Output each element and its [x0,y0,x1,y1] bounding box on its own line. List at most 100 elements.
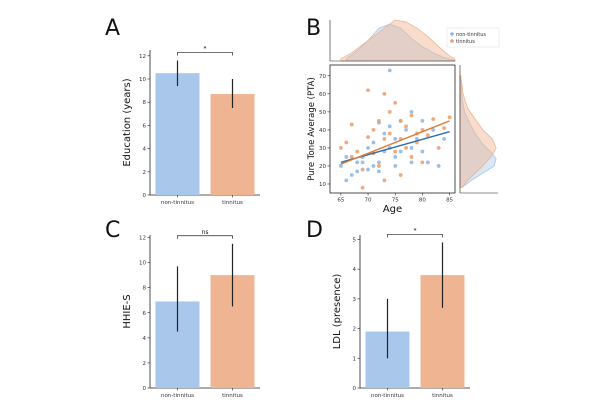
chart-b-point-non-tinnitus [442,137,447,141]
chart-b-point-non-tinnitus [409,109,414,114]
chart-b-point-tinnitus [404,146,408,150]
chart-c-ytick-label: 4 [143,336,147,342]
chart-b-point-tinnitus [442,126,447,130]
chart-a-significance-label: * [204,45,207,52]
chart-c-ytick-label: 0 [143,386,147,392]
chart-b-point-tinnitus [393,100,398,105]
chart-b-point-tinnitus [349,155,354,159]
chart-b-point-non-tinnitus [431,128,436,132]
chart-c-ytick-label: 12 [139,236,146,242]
chart-c-ytick-label: 6 [143,311,147,317]
chart-a-ytick-label: 8 [143,100,147,106]
chart-b-legend-label-non-tinnitus: non-tinnitus [456,32,486,38]
chart-d-ytick-label: 4 [353,267,357,273]
chart-b-ylabel: Pure Tone Average (PTA) [307,77,317,181]
chart-a-ytick-label: 12 [139,54,146,60]
chart-d-ylabel: LDL (presence) [332,274,343,350]
chart-b-point-tinnitus [393,149,398,154]
chart-b-point-non-tinnitus [387,68,392,73]
chart-b-ytick-label: 60 [319,92,326,98]
chart-a: 0 2 4 6 8 10 12 Education (years) non-tinnitus ti… [122,45,260,206]
chart-b-point-non-tinnitus [366,146,370,150]
chart-b-point-non-tinnitus [344,155,349,159]
chart-b-xlabel: Age [383,204,402,215]
panel-letter-d: D [306,218,323,243]
chart-b-point-non-tinnitus [360,160,365,165]
chart-b-xtick-label: 75 [392,198,399,204]
chart-b-xtick-label: 80 [419,198,426,204]
chart-a-ylabel: Education (years) [122,78,133,166]
panel-letter-b: B [306,16,321,41]
chart-b-point-tinnitus [420,160,425,165]
chart-d-xtick-label: non-tinnitus [371,393,404,399]
chart-b-point-tinnitus [382,91,387,96]
chart-b-point-non-tinnitus [420,149,425,154]
chart-b-point-tinnitus [355,149,360,154]
chart-b-point-non-tinnitus [371,164,376,168]
chart-b: 65 70 75 80 85 10 20 30 40 50 60 70 Age Pure Tone Ave… [307,19,500,215]
chart-b-point-non-tinnitus [344,178,349,183]
chart-d-significance-label: * [414,227,417,234]
chart-b-xtick-label: 85 [446,198,453,204]
chart-a-bar-tinnitus [210,94,255,195]
chart-b-point-tinnitus [387,131,392,136]
chart-b-point-tinnitus [409,113,414,118]
chart-b-point-non-tinnitus [371,140,376,145]
chart-b-ytick-label: 20 [319,164,326,170]
chart-b-point-non-tinnitus [425,160,430,165]
chart-b-right-density-non-tinnitus [459,75,497,188]
chart-b-point-non-tinnitus [393,137,398,141]
chart-a-ytick-label: 0 [143,193,147,199]
chart-b-legend-marker-non-tinnitus [450,32,454,36]
chart-b-point-tinnitus [377,164,381,168]
chart-b-point-tinnitus [436,146,441,150]
chart-d-ytick-label: 2 [353,327,357,333]
chart-c-significance-label: ns [202,229,209,236]
chart-d-xtick-label: tinnitus [432,393,453,399]
chart-b-point-tinnitus [377,118,381,123]
chart-c-xtick-label: tinnitus [222,393,243,399]
chart-a-ytick-label: 2 [143,170,147,176]
chart-c-ytick-label: 2 [143,361,147,367]
chart-b-point-non-tinnitus [387,124,392,129]
chart-b-point-tinnitus [360,185,365,190]
panel-letter-c: C [105,218,120,243]
chart-b-point-non-tinnitus [377,169,381,174]
chart-a-significance-bracket [177,52,233,56]
chart-b-point-non-tinnitus [382,131,387,136]
chart-c-significance-bracket [177,235,233,239]
chart-b-point-tinnitus [344,140,349,145]
chart-c-ylabel: HHIE-S [122,294,133,328]
chart-b-point-non-tinnitus [366,167,370,172]
chart-b-point-tinnitus [404,124,408,129]
panel-letter-a: A [105,16,120,41]
chart-b-point-non-tinnitus [415,137,419,141]
chart-b-point-non-tinnitus [377,160,381,165]
chart-b-ytick-label: 70 [319,74,326,80]
chart-c: 0 2 4 6 8 10 12 HHIE-S non-tinnitus tinnitus ns [122,229,260,399]
chart-b-xtick-label: 65 [337,198,344,204]
chart-d-ytick-label: 3 [353,297,357,303]
chart-d-ytick-label: 0 [353,386,357,392]
chart-d-ytick-label: 1 [353,356,357,362]
chart-c-ytick-label: 10 [139,261,146,267]
figure: A B C D 0 2 4 6 8 10 12 Education (years) non-ti… [100,0,500,400]
chart-d: 0 1 2 3 4 5 LDL (presence) non-tinnitus tinnitus… [332,227,470,399]
chart-b-point-tinnitus [371,128,376,132]
chart-b-point-tinnitus [366,88,370,93]
chart-b-point-non-tinnitus [409,160,414,165]
chart-b-top-density-non-tinnitus [345,23,456,62]
chart-b-point-non-tinnitus [393,164,398,168]
chart-c-xtick-label: non-tinnitus [161,393,194,399]
chart-b-point-non-tinnitus [404,128,408,132]
chart-b-point-tinnitus [338,146,343,150]
chart-b-point-tinnitus [382,178,387,183]
chart-b-point-tinnitus [366,135,370,140]
chart-b-right-density-tinnitus [459,75,497,188]
chart-a-xtick-label: non-tinnitus [161,200,194,206]
chart-b-fit-line-tinnitus [340,120,450,165]
chart-b-ytick-label: 10 [319,182,326,188]
chart-a-ytick-label: 4 [143,147,147,153]
chart-b-point-non-tinnitus [349,173,354,177]
chart-b-point-tinnitus [398,118,403,123]
